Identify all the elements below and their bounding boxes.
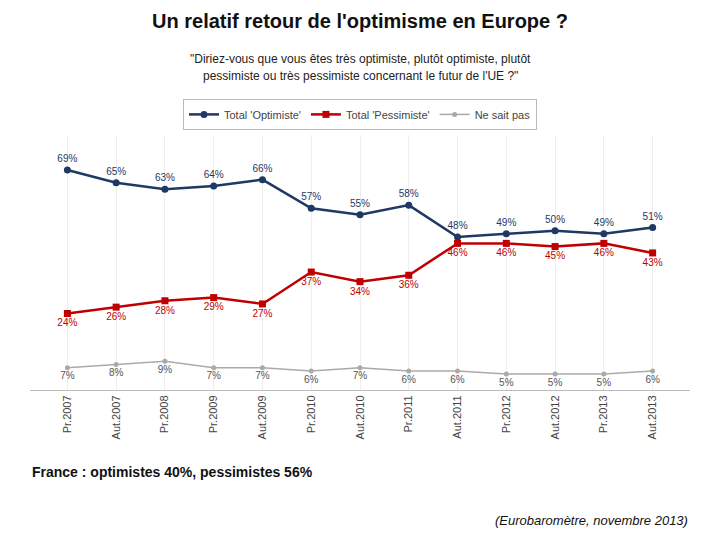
svg-text:6%: 6% [304,374,319,385]
svg-text:46%: 46% [594,247,614,258]
svg-text:Ne sait pas: Ne sait pas [475,109,531,121]
svg-text:5%: 5% [499,377,514,388]
svg-text:Total 'Pessimiste': Total 'Pessimiste' [346,109,430,121]
svg-text:Aut.2013: Aut.2013 [646,395,658,439]
svg-text:6%: 6% [450,374,465,385]
svg-text:Aut.2010: Aut.2010 [354,395,366,439]
svg-text:7%: 7% [206,370,221,381]
svg-text:27%: 27% [252,308,272,319]
svg-text:49%: 49% [496,217,516,228]
svg-text:"Diriez-vous que vous êtes trè: "Diriez-vous que vous êtes très optimist… [190,52,531,66]
svg-text:43%: 43% [643,257,663,268]
svg-text:France : optimistes 40%, pessi: France : optimistes 40%, pessimistes 56% [32,464,313,480]
svg-text:24%: 24% [57,317,77,328]
svg-text:5%: 5% [548,377,563,388]
svg-text:51%: 51% [643,211,663,222]
svg-text:34%: 34% [350,286,370,297]
svg-text:48%: 48% [448,220,468,231]
svg-text:7%: 7% [60,370,75,381]
svg-text:63%: 63% [155,172,175,183]
svg-text:Pr.2007: Pr.2007 [61,395,73,433]
svg-text:55%: 55% [350,198,370,209]
svg-text:26%: 26% [106,311,126,322]
svg-text:66%: 66% [252,163,272,174]
svg-text:Un relatif retour de l'optimis: Un relatif retour de l'optimisme en Euro… [152,10,568,32]
svg-text:Pr.2011: Pr.2011 [402,395,414,432]
svg-text:28%: 28% [155,305,175,316]
svg-text:Pr.2013: Pr.2013 [597,395,609,433]
svg-text:Pr.2010: Pr.2010 [305,395,317,433]
svg-text:(Eurobaromètre, novembre 2013): (Eurobaromètre, novembre 2013) [495,513,688,528]
svg-text:Pr.2008: Pr.2008 [158,395,170,433]
svg-text:46%: 46% [496,247,516,258]
svg-text:7%: 7% [353,370,368,381]
svg-text:37%: 37% [301,276,321,287]
svg-text:50%: 50% [545,214,565,225]
svg-text:49%: 49% [594,217,614,228]
svg-text:5%: 5% [597,377,612,388]
svg-text:45%: 45% [545,250,565,261]
svg-text:Aut.2011: Aut.2011 [451,395,463,438]
svg-text:Aut.2012: Aut.2012 [549,395,561,439]
svg-text:29%: 29% [204,301,224,312]
svg-text:Pr.2012: Pr.2012 [500,395,512,433]
svg-text:9%: 9% [158,364,173,375]
svg-text:57%: 57% [301,191,321,202]
svg-text:Aut.2007: Aut.2007 [110,395,122,439]
svg-text:65%: 65% [106,166,126,177]
svg-text:Aut.2009: Aut.2009 [256,395,268,439]
svg-text:Total 'Optimiste': Total 'Optimiste' [224,109,301,121]
svg-text:36%: 36% [399,279,419,290]
svg-text:69%: 69% [57,153,77,164]
svg-text:64%: 64% [204,169,224,180]
svg-text:7%: 7% [255,370,270,381]
svg-text:Pr.2009: Pr.2009 [207,395,219,433]
svg-text:pessimiste ou très pessimiste: pessimiste ou très pessimiste concernant… [203,69,518,83]
svg-text:6%: 6% [402,374,417,385]
svg-text:6%: 6% [645,374,660,385]
svg-text:46%: 46% [448,247,468,258]
svg-text:58%: 58% [399,188,419,199]
svg-text:8%: 8% [109,367,124,378]
